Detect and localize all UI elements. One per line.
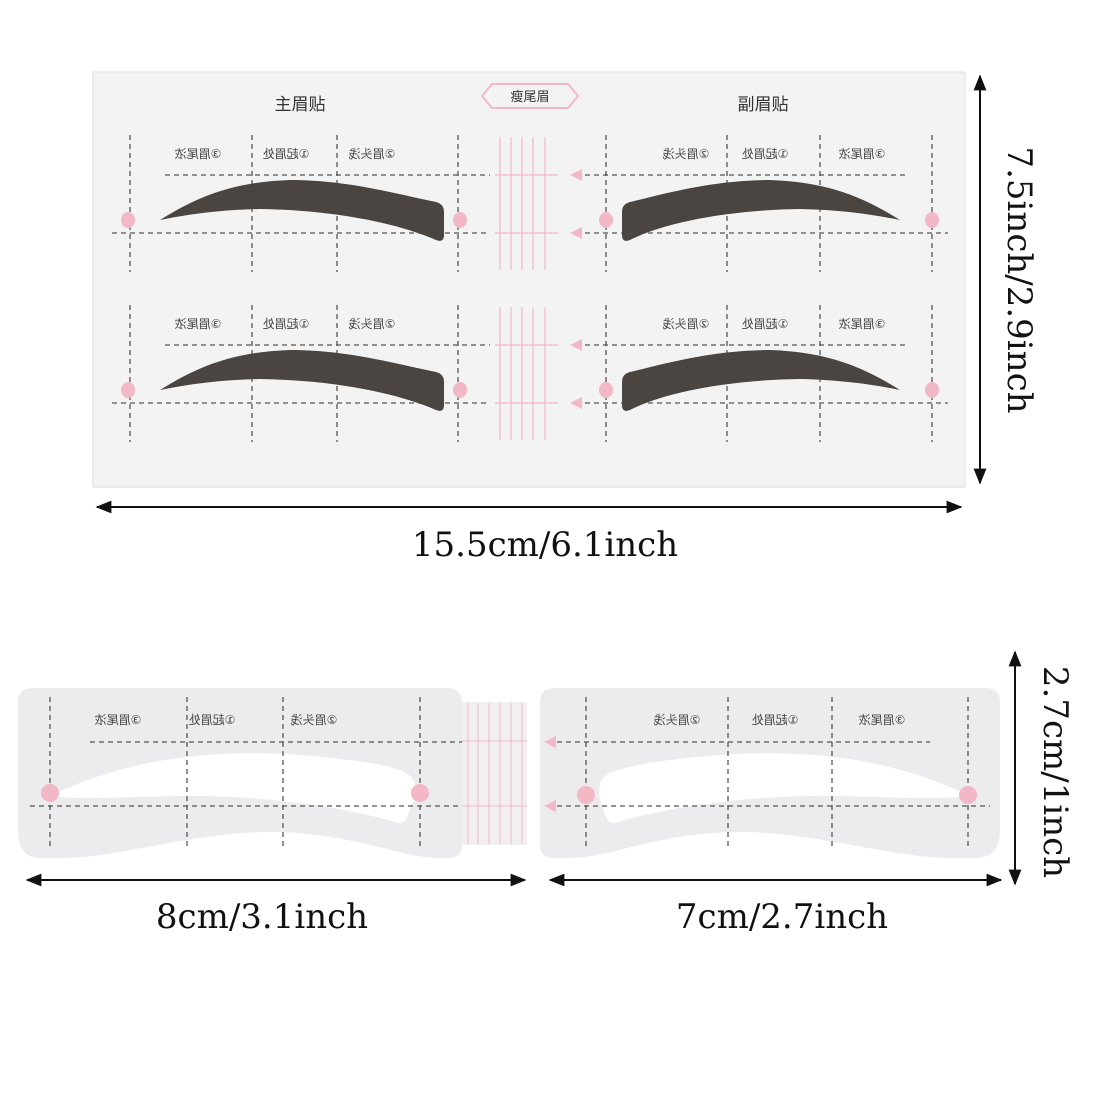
eyebrow-cutout <box>599 753 970 824</box>
pink-dot-marker <box>959 786 977 804</box>
pink-arrow-icon <box>544 736 556 748</box>
guide-label: ②眉头浅 <box>663 317 710 331</box>
guide-label: ②眉头浅 <box>291 713 338 727</box>
guide-label: ③眉尾浓 <box>839 317 886 331</box>
pink-dot-marker <box>121 382 135 398</box>
right-stencil-width-label: 7cm/2.7inch <box>676 897 888 937</box>
stencil-ruler-tab <box>462 702 527 845</box>
right-eyebrow-sticker <box>622 180 900 241</box>
right-eyebrow-sticker <box>622 350 900 411</box>
guide-label: ①起眉处 <box>263 317 310 331</box>
guide-label: ③眉尾浓 <box>839 147 886 161</box>
guide-label: ①起眉处 <box>742 317 789 331</box>
pink-dot-marker <box>453 382 467 398</box>
guide-label: ①起眉处 <box>263 147 310 161</box>
pink-dot-marker <box>577 786 595 804</box>
sheet-row-2: ③眉尾浓 ①起眉处 ②眉头浅 ②眉头浅 ①起眉处 ③眉尾浓 <box>112 305 948 442</box>
pink-dot-marker <box>925 212 939 228</box>
sheet-height-label: 7.5inch/2.9inch <box>999 146 1039 413</box>
guide-label: ②眉头浅 <box>349 317 396 331</box>
sheet-title-center: 瘦尾眉 <box>510 89 549 105</box>
sheet-background <box>92 71 966 488</box>
pink-dot-marker <box>453 212 467 228</box>
right-eyebrow-stencil: ②眉头浅 ①起眉处 ③眉尾浓 <box>540 688 1000 858</box>
left-eyebrow-sticker <box>160 180 444 241</box>
left-eyebrow-stencil: ③眉尾浓 ①起眉处 ②眉头浅 <box>18 688 527 858</box>
sheet-title-left: 主眉贴 <box>275 95 326 115</box>
guide-label: ③眉尾浓 <box>175 317 222 331</box>
guide-label: ③眉尾浓 <box>95 713 142 727</box>
eyebrow-sticker-sheet: 主眉贴 瘦尾眉 副眉贴 ③眉尾浓 ①起眉处 ②眉头浅 ②眉头浅 ①起眉处 ③眉尾浓③眉尾浓… <box>92 71 966 488</box>
pink-arrow-icon <box>544 800 556 812</box>
pink-arrow-icon <box>570 397 582 409</box>
left-stencil-width-label: 8cm/3.1inch <box>156 897 368 937</box>
guide-label: ③眉尾浓 <box>859 713 906 727</box>
guide-label: ②眉头浅 <box>663 147 710 161</box>
sheet-row-1: ③眉尾浓 ①起眉处 ②眉头浅 ②眉头浅 ①起眉处 ③眉尾浓 <box>112 135 948 272</box>
pink-arrow-icon <box>570 227 582 239</box>
pink-dot-marker <box>411 784 429 802</box>
pink-dot-marker <box>41 784 59 802</box>
guide-label: ③眉尾浓 <box>175 147 222 161</box>
guide-label: ②眉头浅 <box>654 713 701 727</box>
pink-dot-marker <box>599 382 613 398</box>
stencil-height-label: 2.7cm/1inch <box>1035 666 1075 878</box>
guide-label: ①起眉处 <box>189 713 236 727</box>
pink-dot-marker <box>121 212 135 228</box>
guide-label: ①起眉处 <box>742 147 789 161</box>
eyebrow-cutout <box>50 753 416 824</box>
pink-dot-marker <box>925 382 939 398</box>
pink-arrow-icon <box>570 169 582 181</box>
pink-arrow-icon <box>570 339 582 351</box>
guide-label: ①起眉处 <box>752 713 799 727</box>
left-eyebrow-sticker <box>160 350 444 411</box>
sheet-width-label: 15.5cm/6.1inch <box>412 525 678 565</box>
sheet-title-right: 副眉贴 <box>738 95 789 115</box>
guide-label: ②眉头浅 <box>349 147 396 161</box>
center-title-frame: 瘦尾眉 <box>480 83 580 109</box>
pink-dot-marker <box>599 212 613 228</box>
